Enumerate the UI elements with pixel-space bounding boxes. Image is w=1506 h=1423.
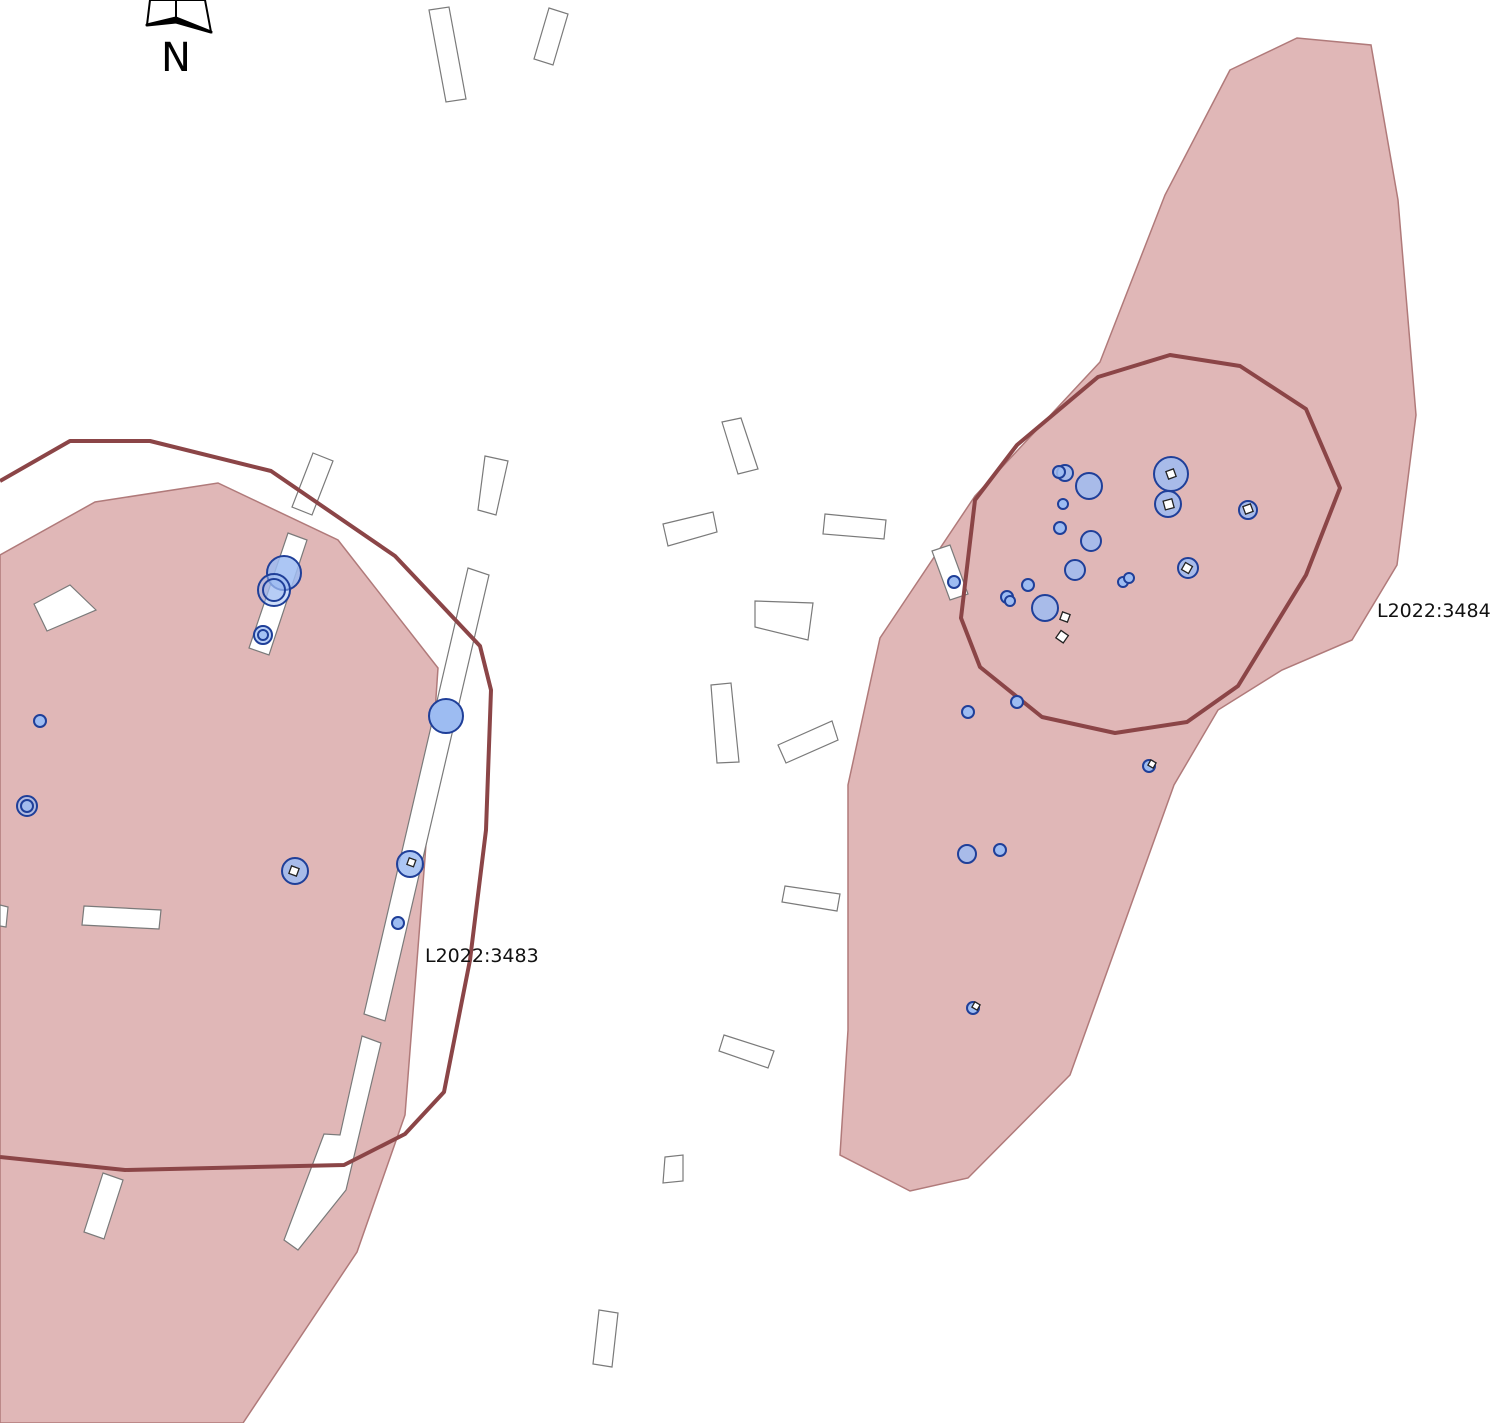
find-square-markers bbox=[288, 468, 1254, 1011]
square-marker bbox=[1162, 498, 1175, 511]
square-marker bbox=[971, 1001, 981, 1011]
square-marker bbox=[1054, 629, 1070, 644]
square-marker bbox=[406, 856, 417, 868]
site-label-east: L2022:3484 bbox=[1377, 600, 1491, 622]
find-point bbox=[993, 843, 1007, 857]
square-marker bbox=[288, 865, 300, 877]
site-area-east bbox=[839, 37, 1417, 1192]
square-marker bbox=[1180, 561, 1194, 575]
find-point bbox=[961, 705, 975, 719]
find-point bbox=[1010, 695, 1024, 709]
building bbox=[822, 513, 887, 540]
building bbox=[428, 6, 467, 103]
building bbox=[0, 904, 9, 928]
find-point bbox=[1080, 530, 1102, 552]
find-point bbox=[1123, 572, 1135, 584]
site-label-west: L2022:3483 bbox=[425, 945, 539, 967]
find-point bbox=[1057, 498, 1069, 510]
building bbox=[777, 720, 839, 764]
find-point bbox=[33, 714, 47, 728]
square-marker bbox=[1059, 611, 1071, 623]
find-point bbox=[428, 698, 464, 734]
find-point bbox=[947, 575, 961, 589]
square-marker bbox=[1242, 503, 1254, 515]
square-marker bbox=[1165, 468, 1177, 480]
find-point bbox=[262, 578, 286, 602]
find-point bbox=[257, 629, 269, 641]
find-point bbox=[957, 844, 977, 864]
building bbox=[283, 1035, 382, 1251]
north-arrow-letter: N bbox=[161, 35, 191, 81]
site-boundary-east bbox=[959, 353, 1342, 735]
find-point bbox=[20, 799, 34, 813]
building bbox=[710, 682, 740, 764]
square-marker bbox=[1147, 759, 1157, 769]
building bbox=[592, 1309, 619, 1368]
find-point bbox=[391, 916, 405, 930]
find-point bbox=[1031, 594, 1059, 622]
building bbox=[291, 452, 334, 516]
building bbox=[718, 1034, 775, 1069]
building bbox=[533, 7, 569, 66]
building bbox=[721, 417, 759, 475]
building-footprints bbox=[0, 6, 969, 1368]
building bbox=[662, 511, 718, 547]
building bbox=[781, 885, 841, 912]
find-point bbox=[1064, 559, 1086, 581]
find-point bbox=[1075, 472, 1103, 500]
building bbox=[33, 584, 98, 632]
building bbox=[83, 1172, 124, 1240]
find-point bbox=[1053, 521, 1067, 535]
site-area-west bbox=[0, 482, 439, 1423]
find-point bbox=[1021, 578, 1035, 592]
find-point bbox=[1004, 595, 1016, 607]
find-point bbox=[1052, 465, 1066, 479]
building bbox=[662, 1154, 684, 1184]
site-boundary-west bbox=[0, 439, 493, 1172]
building bbox=[81, 905, 162, 930]
building bbox=[477, 455, 509, 516]
north-arrow-icon: N bbox=[145, 0, 213, 81]
building bbox=[754, 600, 814, 641]
